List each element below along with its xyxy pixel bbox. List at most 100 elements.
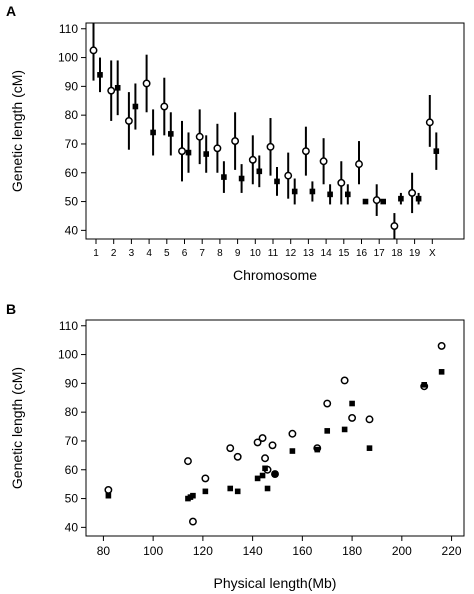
panel-b-point-circle [288,429,297,438]
panel-b-point-square [421,382,428,388]
panel-a-point-square [274,178,280,185]
panel-a-point-square [291,188,298,195]
panel-a-x-tick-label: 18 [391,248,403,259]
panel-a-x-tick-label: 11 [268,248,279,259]
panel-b-point-circle [323,399,332,408]
panel-a-point-circle [301,147,310,156]
panel-a-point-circle [425,118,434,127]
panel-a-point-square [380,198,386,205]
panel-b-point-square [272,471,278,477]
panel-a-point-square [309,188,316,195]
panel-b-point-circle [437,341,446,350]
panel-a-point-circle [213,144,222,153]
panel-a-point-circle [107,86,116,95]
panel-b-point-circle [258,434,267,443]
panel-b-point-circle [184,457,192,466]
panel-a-point-circle [355,160,363,169]
panel-b-letter: B [6,301,16,317]
panel-a-point-square [221,174,227,180]
panel-a-x-tick-label: 5 [164,248,170,259]
panel-a-point-square [97,72,103,78]
panel-b-y-tick-label: 50 [65,492,79,506]
panel-b-point-square [234,488,241,495]
panel-b-point-circle [233,452,242,461]
panel-a-xlabel: Chromosome [233,267,317,283]
panel-a-point-square [203,151,209,157]
panel-a-point-square [256,168,263,175]
panel-b-y-tick-label: 110 [59,319,78,333]
panel-a-x-tick-label: 10 [250,248,262,259]
panel-b-chart: Genetic length (cM) Physical length(Mb) … [9,319,465,591]
panel-b-point-circle [188,517,197,526]
panel-b-point-square [438,369,445,375]
panel-a-x-tick-label: 8 [217,248,223,259]
panel-b-point-square [289,448,296,454]
panel-b-point-circle [226,444,235,453]
panel-a-ylabel: Genetic length (cM) [9,70,25,192]
panel-a-point-circle [178,147,186,156]
panel-b-point-circle [348,413,357,422]
panel-a-marks [89,23,440,239]
panel-a-y-tick-label: 100 [58,51,78,65]
panel-a-point-square [398,195,404,202]
panel-a-point-square [114,85,121,91]
panel-b-plot-frame [85,319,465,537]
panel-b-x-tick-label: 100 [143,544,163,558]
panel-a-point-circle [160,102,169,111]
panel-a-chart: Genetic length (cM) Chromosome 40 50 60 70 8… [9,22,465,283]
panel-b-xlabel: Physical length(Mb) [214,575,337,591]
panel-a-point-square [185,149,192,156]
panel-a-x-tick-label: 17 [374,248,386,259]
panel-b-y-tick-label: 90 [65,376,79,390]
panel-b-point-square [262,465,268,472]
panel-a-y-tick-label: 110 [59,22,78,36]
panel-a-x-tick-label: 12 [285,248,297,259]
panel-b-x-tick-label: 120 [193,544,213,558]
panel-b-point-circle [340,376,349,385]
panel-a-point-circle [319,157,328,166]
panel-b-ylabel: Genetic length (cM) [9,367,25,489]
panel-a-y-tick-label: 80 [65,108,79,122]
panel-a-point-square [238,175,245,182]
panel-a-point-circle [248,155,257,164]
panel-b-point-square [254,475,261,482]
panel-a-point-circle [408,188,417,197]
panel-b-point-square [349,400,355,407]
panel-b-point-square [341,426,348,433]
panel-b-point-square [264,485,271,492]
panel-b-point-square [259,472,266,479]
panel-b-x-tick-label: 140 [243,544,263,558]
panel-a-plot-frame [85,22,465,240]
panel-a-letter: A [6,3,16,19]
panel-a-point-circle [195,132,204,141]
panel-a-point-circle [89,46,98,55]
panel-a-point-square [433,148,440,154]
panel-a-y-tick-label: 60 [65,166,79,180]
panel-a-point-circle [231,137,240,146]
panel-a-x-tick-label: 6 [182,248,188,259]
panel-b-x-tick-label: 160 [292,544,312,558]
panel-a-point-circle [284,171,293,180]
panel-b-point-circle [268,441,277,450]
panel-a-point-circle [390,222,399,230]
panel-b-x-tick-label: 180 [342,544,362,558]
panel-b-point-square [227,485,234,492]
panel-a-x-tick-label: 15 [338,248,350,259]
panel-a-point-square [132,103,139,110]
panel-a-point-circle [142,79,151,88]
panel-b-point-circle [253,438,262,447]
panel-a-x-tick-label: 13 [303,248,315,259]
panel-b-x-tick-label: 220 [442,544,462,558]
panel-a-x-tick-label: 14 [321,248,333,259]
panel-a-y-tick-label: 70 [65,137,79,151]
panel-b-y-tick-label: 80 [65,405,79,419]
panel-a-point-square [415,195,422,202]
panel-b-x-tick-label: 80 [97,544,111,558]
panel-a-y-tick-label: 90 [65,79,79,93]
panel-b-point-circle [104,485,113,494]
panel-a-x-tick-label: 4 [146,248,152,259]
panel-a-x-tick-label: 1 [93,248,99,259]
panel-a-x-tick-label: X [429,248,436,259]
